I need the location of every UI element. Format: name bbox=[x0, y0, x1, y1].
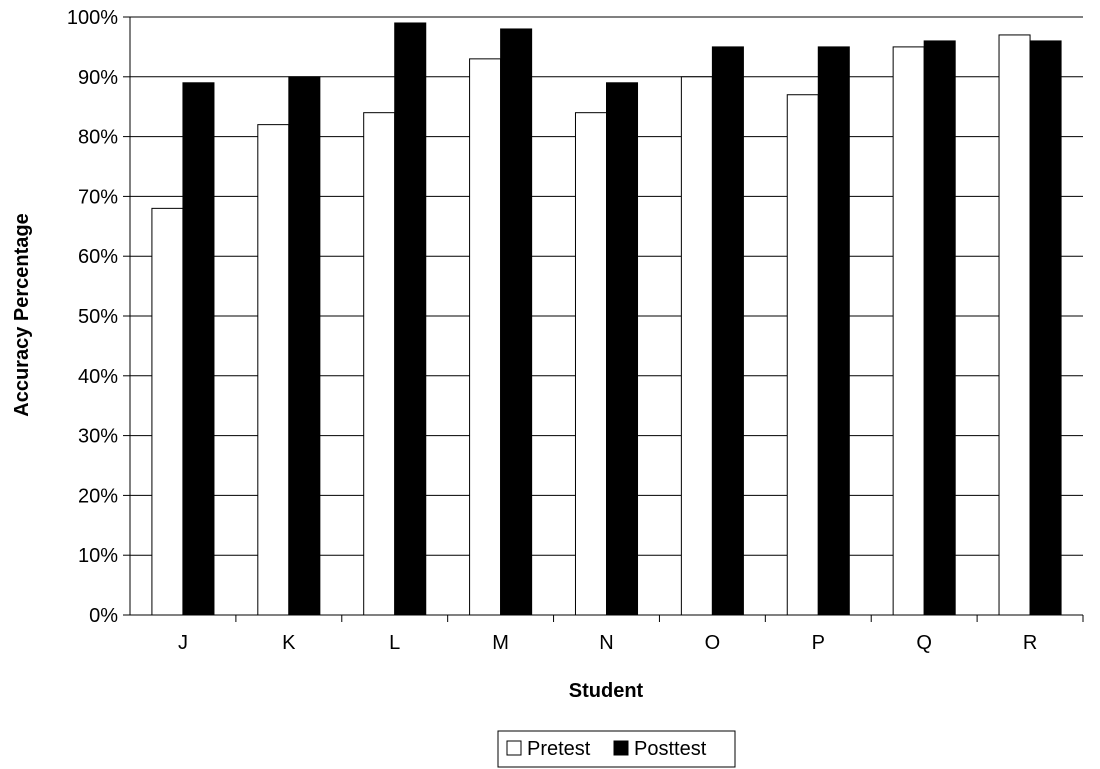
bar-posttest-q bbox=[923, 40, 956, 616]
bars bbox=[151, 22, 1062, 616]
bar-posttest-m bbox=[500, 28, 533, 616]
legend-swatch-pretest bbox=[506, 740, 522, 756]
y-tick-label: 20% bbox=[78, 485, 118, 507]
x-tick-label: M bbox=[492, 632, 509, 654]
bar-posttest-o bbox=[711, 46, 744, 616]
bar-posttest-l bbox=[394, 22, 427, 616]
bar-posttest-r bbox=[1029, 40, 1062, 616]
bar-pretest-n bbox=[574, 112, 607, 616]
bar-pretest-m bbox=[469, 58, 502, 616]
bar-pretest-p bbox=[786, 94, 819, 616]
y-tick-label: 90% bbox=[78, 67, 118, 89]
y-tick-label: 100% bbox=[67, 7, 118, 29]
bar-pretest-k bbox=[257, 124, 290, 616]
bar-pretest-r bbox=[998, 34, 1031, 616]
bar-posttest-j bbox=[182, 82, 215, 616]
bar-posttest-k bbox=[288, 76, 321, 616]
y-axis-title: Accuracy Percentage bbox=[11, 213, 33, 416]
x-tick-label: Q bbox=[916, 632, 932, 654]
x-tick-labels: J K L M N O P Q R bbox=[178, 632, 1037, 654]
x-tick-label: N bbox=[599, 632, 613, 654]
y-tick-label: 70% bbox=[78, 186, 118, 208]
legend-swatch-posttest bbox=[613, 740, 629, 756]
legend-label-posttest: Posttest bbox=[634, 738, 707, 760]
bar-pretest-o bbox=[680, 76, 713, 616]
x-axis-title: Student bbox=[569, 680, 644, 702]
y-tick-label: 50% bbox=[78, 306, 118, 328]
bar-pretest-l bbox=[363, 112, 396, 616]
legend: Pretest Posttest bbox=[497, 730, 736, 768]
x-tick-label: J bbox=[178, 632, 188, 654]
y-tick-label: 60% bbox=[78, 246, 118, 268]
x-tick-label: K bbox=[282, 632, 296, 654]
bar-pretest-j bbox=[151, 207, 184, 616]
y-tick-label: 30% bbox=[78, 426, 118, 448]
bar-posttest-p bbox=[817, 46, 850, 616]
y-tick-label: 10% bbox=[78, 545, 118, 567]
x-tick-label: P bbox=[812, 632, 825, 654]
x-tick-label: O bbox=[705, 632, 721, 654]
legend-label-pretest: Pretest bbox=[527, 738, 591, 760]
axes bbox=[123, 16, 1084, 622]
x-tick-label: R bbox=[1023, 632, 1037, 654]
y-tick-label: 80% bbox=[78, 127, 118, 149]
y-tick-labels: 0% 10% 20% 30% 40% 50% 60% 70% 80% 90% 100% bbox=[67, 7, 118, 627]
y-tick-label: 0% bbox=[89, 605, 118, 627]
x-tick-label: L bbox=[389, 632, 400, 654]
bar-pretest-q bbox=[892, 46, 925, 616]
bar-posttest-n bbox=[606, 82, 639, 616]
y-tick-label: 40% bbox=[78, 366, 118, 388]
